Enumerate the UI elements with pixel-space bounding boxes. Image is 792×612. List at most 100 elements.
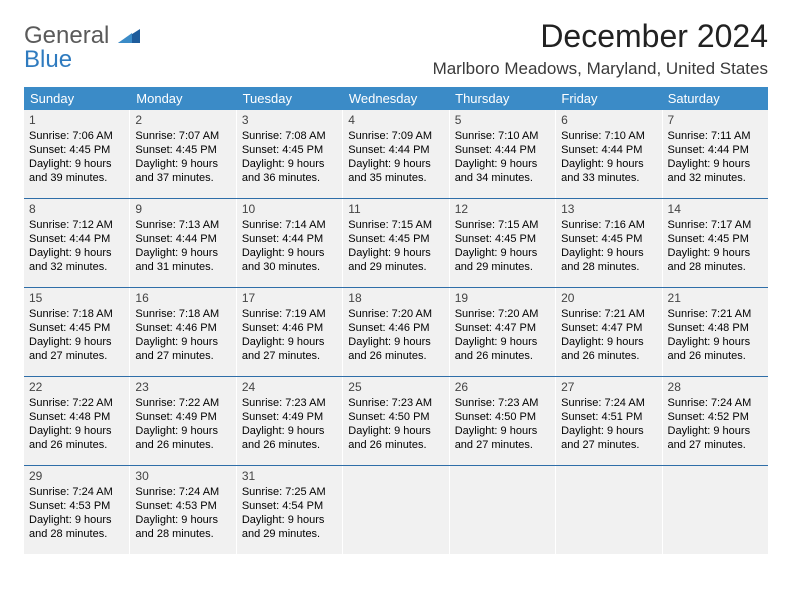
- day-number: 5: [455, 113, 550, 127]
- daylight-text: Daylight: 9 hours and 28 minutes.: [561, 246, 656, 274]
- day-info: Sunrise: 7:21 AMSunset: 4:47 PMDaylight:…: [561, 307, 656, 363]
- sunset-text: Sunset: 4:47 PM: [561, 321, 656, 335]
- weeks-container: 1Sunrise: 7:06 AMSunset: 4:45 PMDaylight…: [24, 110, 768, 554]
- weekday-header-row: SundayMondayTuesdayWednesdayThursdayFrid…: [24, 87, 768, 110]
- day-cell: 2 Sunrise: 7:07 AMSunset: 4:45 PMDaylight…: [130, 110, 236, 198]
- empty-cell: [556, 466, 662, 554]
- day-cell: 9Sunrise: 7:13 AMSunset: 4:44 PMDaylight…: [130, 199, 236, 287]
- day-cell: 11Sunrise: 7:15 AMSunset: 4:45 PMDayligh…: [343, 199, 449, 287]
- day-cell: 1Sunrise: 7:06 AMSunset: 4:45 PMDaylight…: [24, 110, 130, 198]
- daylight-text: Daylight: 9 hours and 34 minutes.: [455, 157, 550, 185]
- weekday-saturday: Saturday: [662, 87, 768, 110]
- sunset-text: Sunset: 4:44 PM: [668, 143, 763, 157]
- day-cell: 6Sunrise: 7:10 AMSunset: 4:44 PMDaylight…: [556, 110, 662, 198]
- day-number: 22: [29, 380, 124, 394]
- sunset-text: Sunset: 4:45 PM: [242, 143, 337, 157]
- sunset-text: Sunset: 4:49 PM: [242, 410, 337, 424]
- calendar-page: General Blue December 2024 Marlboro Mead…: [0, 0, 792, 564]
- weekday-monday: Monday: [130, 87, 236, 110]
- daylight-text: Daylight: 9 hours and 29 minutes.: [242, 513, 337, 541]
- month-title: December 2024: [433, 18, 768, 55]
- day-number: 15: [29, 291, 124, 305]
- daylight-text: Daylight: 9 hours and 27 minutes.: [242, 335, 337, 363]
- sunrise-text: Sunrise: 7:17 AM: [668, 218, 763, 232]
- sunrise-text: Sunrise: 7:15 AM: [348, 218, 443, 232]
- sunset-text: Sunset: 4:44 PM: [348, 143, 443, 157]
- day-number: 27: [561, 380, 656, 394]
- day-number: 18: [348, 291, 443, 305]
- daylight-text: Daylight: 9 hours and 27 minutes.: [668, 424, 763, 452]
- sunrise-text: Sunrise: 7:09 AM: [348, 129, 443, 143]
- sunset-text: Sunset: 4:47 PM: [455, 321, 550, 335]
- day-cell: 21Sunrise: 7:21 AMSunset: 4:48 PMDayligh…: [663, 288, 768, 376]
- sunrise-text: Sunrise: 7:16 AM: [561, 218, 656, 232]
- weekday-wednesday: Wednesday: [343, 87, 449, 110]
- daylight-text: Daylight: 9 hours and 31 minutes.: [135, 246, 230, 274]
- day-number: 25: [348, 380, 443, 394]
- sunset-text: Sunset: 4:54 PM: [242, 499, 337, 513]
- daylight-text: Daylight: 9 hours and 32 minutes.: [29, 246, 124, 274]
- day-cell: 26Sunrise: 7:23 AMSunset: 4:50 PMDayligh…: [450, 377, 556, 465]
- week-row: 15Sunrise: 7:18 AMSunset: 4:45 PMDayligh…: [24, 287, 768, 376]
- daylight-text: Daylight: 9 hours and 39 minutes.: [29, 157, 124, 185]
- day-cell: 22Sunrise: 7:22 AMSunset: 4:48 PMDayligh…: [24, 377, 130, 465]
- day-info: Sunrise: 7:17 AMSunset: 4:45 PMDaylight:…: [668, 218, 763, 274]
- day-number: 8: [29, 202, 124, 216]
- day-number: 21: [668, 291, 763, 305]
- logo: General Blue: [24, 24, 140, 72]
- sunrise-text: Sunrise: 7:20 AM: [455, 307, 550, 321]
- day-number: 26: [455, 380, 550, 394]
- daylight-text: Daylight: 9 hours and 28 minutes.: [29, 513, 124, 541]
- daylight-text: Daylight: 9 hours and 29 minutes.: [455, 246, 550, 274]
- day-info: Sunrise: 7:07 AMSunset: 4:45 PMDaylight:…: [135, 129, 230, 185]
- sunset-text: Sunset: 4:46 PM: [135, 321, 230, 335]
- day-number: 2: [135, 113, 230, 127]
- sunset-text: Sunset: 4:50 PM: [455, 410, 550, 424]
- week-row: 22Sunrise: 7:22 AMSunset: 4:48 PMDayligh…: [24, 376, 768, 465]
- sunrise-text: Sunrise: 7:07 AM: [135, 129, 230, 143]
- sunset-text: Sunset: 4:53 PM: [29, 499, 124, 513]
- empty-cell: [450, 466, 556, 554]
- day-cell: 20Sunrise: 7:21 AMSunset: 4:47 PMDayligh…: [556, 288, 662, 376]
- sunset-text: Sunset: 4:45 PM: [29, 143, 124, 157]
- day-number: 31: [242, 469, 337, 483]
- sunset-text: Sunset: 4:46 PM: [348, 321, 443, 335]
- sunrise-text: Sunrise: 7:10 AM: [561, 129, 656, 143]
- day-info: Sunrise: 7:22 AMSunset: 4:49 PMDaylight:…: [135, 396, 230, 452]
- daylight-text: Daylight: 9 hours and 26 minutes.: [561, 335, 656, 363]
- sunset-text: Sunset: 4:44 PM: [242, 232, 337, 246]
- day-info: Sunrise: 7:12 AMSunset: 4:44 PMDaylight:…: [29, 218, 124, 274]
- sunset-text: Sunset: 4:44 PM: [29, 232, 124, 246]
- day-number: 19: [455, 291, 550, 305]
- sunrise-text: Sunrise: 7:08 AM: [242, 129, 337, 143]
- day-info: Sunrise: 7:25 AMSunset: 4:54 PMDaylight:…: [242, 485, 337, 541]
- day-number: 23: [135, 380, 230, 394]
- sunset-text: Sunset: 4:44 PM: [135, 232, 230, 246]
- sunrise-text: Sunrise: 7:23 AM: [455, 396, 550, 410]
- sunset-text: Sunset: 4:45 PM: [135, 143, 230, 157]
- day-number: 30: [135, 469, 230, 483]
- sunrise-text: Sunrise: 7:25 AM: [242, 485, 337, 499]
- daylight-text: Daylight: 9 hours and 27 minutes.: [29, 335, 124, 363]
- week-row: 1Sunrise: 7:06 AMSunset: 4:45 PMDaylight…: [24, 110, 768, 198]
- sunrise-text: Sunrise: 7:24 AM: [29, 485, 124, 499]
- sunrise-text: Sunrise: 7:20 AM: [348, 307, 443, 321]
- day-number: 11: [348, 202, 443, 216]
- day-info: Sunrise: 7:24 AMSunset: 4:53 PMDaylight:…: [29, 485, 124, 541]
- day-number: 14: [668, 202, 763, 216]
- daylight-text: Daylight: 9 hours and 27 minutes.: [135, 335, 230, 363]
- sunset-text: Sunset: 4:51 PM: [561, 410, 656, 424]
- day-info: Sunrise: 7:24 AMSunset: 4:52 PMDaylight:…: [668, 396, 763, 452]
- day-cell: 24Sunrise: 7:23 AMSunset: 4:49 PMDayligh…: [237, 377, 343, 465]
- sunrise-text: Sunrise: 7:22 AM: [29, 396, 124, 410]
- empty-cell: [663, 466, 768, 554]
- day-cell: 19Sunrise: 7:20 AMSunset: 4:47 PMDayligh…: [450, 288, 556, 376]
- day-number: 28: [668, 380, 763, 394]
- weekday-tuesday: Tuesday: [237, 87, 343, 110]
- day-number: 1: [29, 113, 124, 127]
- day-info: Sunrise: 7:10 AMSunset: 4:44 PMDaylight:…: [455, 129, 550, 185]
- day-info: Sunrise: 7:23 AMSunset: 4:50 PMDaylight:…: [348, 396, 443, 452]
- daylight-text: Daylight: 9 hours and 28 minutes.: [668, 246, 763, 274]
- daylight-text: Daylight: 9 hours and 36 minutes.: [242, 157, 337, 185]
- daylight-text: Daylight: 9 hours and 26 minutes.: [242, 424, 337, 452]
